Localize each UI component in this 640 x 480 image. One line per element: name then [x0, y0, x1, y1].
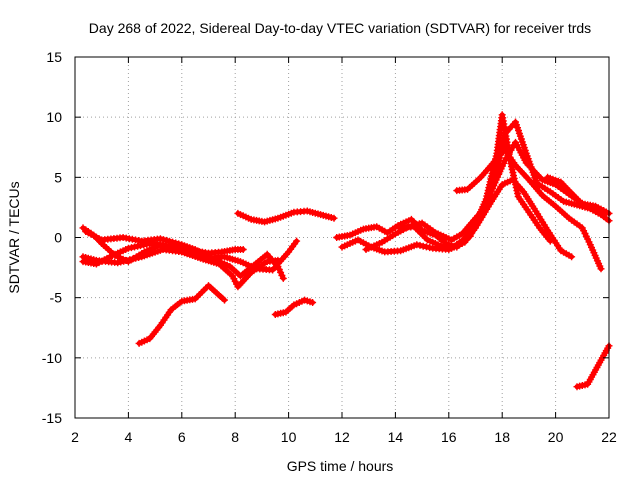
data-traces	[79, 111, 613, 391]
x-tick-label: 2	[71, 429, 79, 445]
series-markers	[453, 146, 605, 273]
y-tick-label: -10	[42, 350, 62, 366]
series-markers	[573, 342, 613, 391]
x-tick-label: 18	[494, 429, 510, 445]
chart-title: Day 268 of 2022, Sidereal Day-to-day VTE…	[89, 20, 591, 36]
data-series-arc-3	[82, 228, 287, 282]
data-series-arc-10	[362, 118, 608, 253]
y-tick-label: 5	[54, 169, 62, 185]
x-tick-label: 20	[548, 429, 564, 445]
x-tick-label: 16	[441, 429, 457, 445]
y-tick-label: 0	[54, 230, 62, 246]
x-axis-label: GPS time / hours	[287, 458, 394, 474]
series-markers	[79, 246, 282, 291]
series-markers	[82, 228, 287, 282]
x-tick-label: 8	[231, 429, 239, 445]
y-tick-label: 10	[46, 109, 62, 125]
data-series-arc-14	[573, 342, 613, 391]
y-axis-label: SDTVAR / TECUs	[6, 181, 22, 293]
x-tick-label: 14	[388, 429, 404, 445]
series-markers	[362, 118, 608, 253]
x-tick-label: 22	[601, 429, 617, 445]
data-series-arc-6	[234, 207, 338, 226]
x-tick-label: 10	[281, 429, 297, 445]
data-series-arc-13	[544, 173, 613, 225]
axis-ticks: 2 4 6 8 10 12 14 16 18 20 22 15 10 5 0 -5 -10 -15	[42, 49, 617, 445]
y-tick-label: -15	[42, 410, 62, 426]
y-tick-label: 15	[46, 49, 62, 65]
series-markers	[544, 173, 613, 225]
data-series-arc-5	[135, 282, 228, 347]
y-tick-label: -5	[50, 290, 63, 306]
series-markers	[135, 282, 228, 347]
x-tick-label: 4	[125, 429, 133, 445]
data-series-arc-12	[453, 146, 605, 273]
x-tick-label: 6	[178, 429, 186, 445]
series-markers	[234, 207, 338, 226]
data-series-arc-4	[79, 246, 282, 291]
series-markers	[271, 296, 317, 318]
data-series-arc-7	[271, 296, 317, 318]
x-tick-label: 12	[334, 429, 350, 445]
